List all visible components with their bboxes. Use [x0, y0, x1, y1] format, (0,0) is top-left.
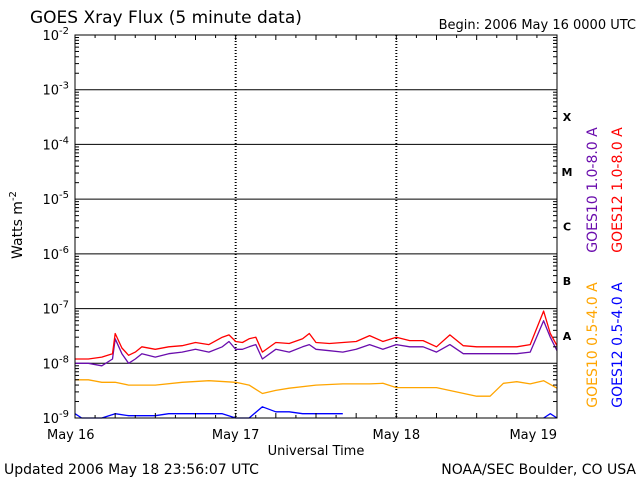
y-tick-label: 10-5 [42, 190, 69, 208]
series-line-3 [75, 379, 558, 397]
x-tick-label: May 16 [47, 428, 95, 443]
y-tick-label: 10-2 [42, 26, 69, 44]
series-layer [74, 310, 558, 419]
y-tick-label: 10-9 [42, 409, 69, 427]
series-line-4 [74, 406, 558, 419]
legend-entry-4: GOES12 0.5-4.0 A [610, 282, 626, 408]
y-tick-label: 10-3 [42, 81, 69, 99]
y-axis-label-exponent: -2 [8, 191, 19, 201]
legend: GOES10 1.0-8.0 A GOES12 1.0-8.0 A GOES10 0… [585, 127, 626, 408]
series-line-1 [75, 320, 558, 367]
y-tick-label: 10-4 [42, 135, 69, 153]
series-line-2 [75, 310, 558, 360]
footer-credit: NOAA/SEC Boulder, CO USA [441, 462, 636, 478]
legend-entry-3: GOES10 0.5-4.0 A [585, 282, 601, 408]
y-tick-label: 10-8 [42, 354, 69, 372]
flare-class-label: X [563, 111, 572, 124]
flare-class-label: B [563, 275, 571, 288]
x-tick-label: May 19 [509, 428, 557, 443]
x-tick-label: May 18 [373, 428, 421, 443]
y-axis-label-text: Watts m [10, 201, 26, 259]
y-tick-label: 10-6 [42, 245, 69, 263]
y-tick-label: 10-7 [42, 300, 69, 318]
flare-class-label: C [563, 221, 571, 234]
legend-entry-2: GOES12 1.0-8.0 A [610, 127, 626, 253]
legend-entry-1: GOES10 1.0-8.0 A [585, 127, 601, 253]
grid-layer [75, 35, 557, 418]
chart-title: GOES Xray Flux (5 minute data) [30, 8, 302, 28]
y-axis-label-group: Watts m-2 [8, 191, 26, 259]
flare-class-label: M [562, 166, 573, 179]
flare-class-label: A [563, 330, 572, 343]
x-axis-label: Universal Time [268, 444, 365, 459]
x-tick-label: May 17 [212, 428, 260, 443]
begin-label: Begin: 2006 May 16 0000 UTC [439, 18, 636, 33]
footer-updated: Updated 2006 May 18 23:56:07 UTC [4, 462, 259, 478]
y-axis-label: Watts m-2 [8, 191, 26, 259]
plot-frame [74, 34, 558, 419]
